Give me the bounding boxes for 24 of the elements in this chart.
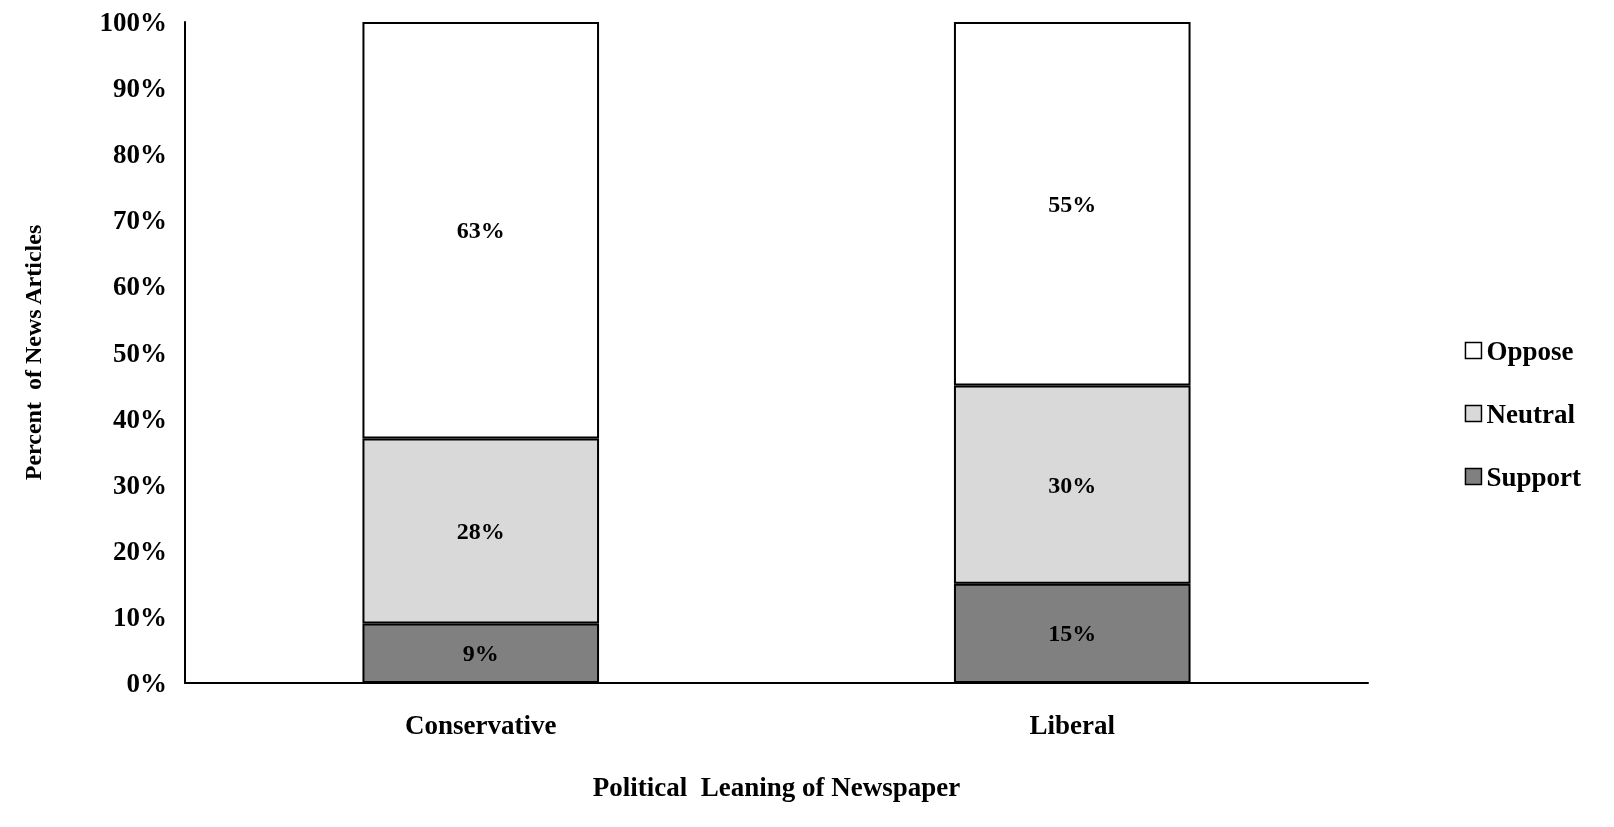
- y-tick-label: 20%: [113, 535, 167, 566]
- y-tick-label: 30%: [113, 469, 167, 500]
- legend-label: Neutral: [1486, 398, 1576, 429]
- y-tick-label: 50%: [113, 337, 167, 368]
- x-tick-label: Liberal: [1029, 709, 1116, 740]
- data-label: 15%: [1048, 620, 1097, 647]
- x-tick-label: Conservative: [405, 709, 557, 740]
- y-axis-title: Percent of News Articles: [20, 224, 46, 481]
- y-tick-label: 90%: [113, 73, 167, 104]
- data-label: 63%: [456, 217, 505, 244]
- x-axis-title: Political Leaning of Newspaper: [592, 771, 961, 802]
- data-label: 28%: [456, 517, 505, 544]
- y-tick-label: 80%: [113, 139, 167, 170]
- data-label: 9%: [462, 640, 499, 667]
- legend-label: Oppose: [1486, 335, 1574, 366]
- y-tick-label: 10%: [113, 601, 167, 632]
- data-label: 55%: [1048, 190, 1097, 217]
- legend-label: Support: [1486, 461, 1582, 492]
- y-tick-label: 0%: [126, 668, 167, 698]
- y-tick-label: 60%: [113, 271, 167, 302]
- y-tick-label: 100%: [99, 7, 167, 37]
- y-tick-label: 70%: [113, 205, 167, 236]
- y-tick-label: 40%: [113, 403, 167, 434]
- data-label: 30%: [1048, 471, 1097, 498]
